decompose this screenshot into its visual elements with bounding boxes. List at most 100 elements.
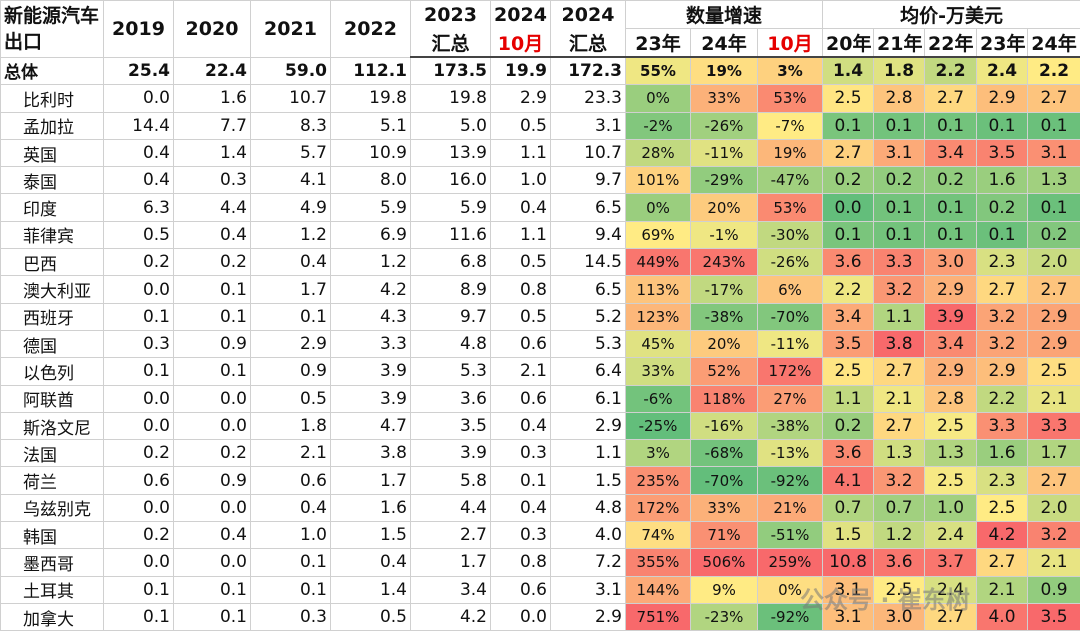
volume-cell: 0.4 [250,248,331,277]
growth-cell: 69% [625,220,691,250]
volume-cell: 4.0 [550,521,626,550]
price-cell: 3.1 [873,138,925,168]
growth-cell: 52% [690,357,758,386]
price-cell: 3.6 [822,248,874,277]
country-name: 以色列 [0,357,104,386]
volume-cell: 6.3 [103,193,174,222]
price-cell: 4.1 [822,466,874,495]
price-cell: 1.3 [873,439,925,468]
price-cell: 3.4 [924,329,977,359]
volume-cell: 0.2 [173,248,251,277]
price-cell: 1.2 [873,521,925,550]
header-row: 汇总 10月 汇总 23年 24年 10月 20年 21年 22年 23年 24年 [1,28,1080,58]
volume-cell: 1.4 [330,575,411,604]
growth-cell: 33% [690,493,758,523]
price-cell: 2.7 [976,275,1028,304]
country-name: 韩国 [0,521,104,550]
price-cell: 1.3 [924,439,977,468]
volume-cell: 14.5 [550,248,626,277]
volume-cell: 5.0 [410,111,491,140]
price-cell: 3.5 [976,138,1028,168]
price-cell: 2.9 [976,357,1028,386]
volume-cell: 0.1 [103,602,174,632]
table-row: 韩国 0.2 0.4 1.0 1.5 2.7 0.3 4.0 74% 71% -51% 1.5 1.2 2… [0,521,1080,550]
growth-cell: 0% [625,84,691,113]
price-cell: 2.1 [873,384,925,413]
growth-col: 23年 [625,28,691,58]
volume-cell: 3.6 [410,384,491,413]
volume-cell: 2.9 [550,411,626,441]
volume-cell: 0.4 [173,521,251,550]
volume-cell: 2.9 [250,329,331,359]
growth-cell: 3% [757,56,823,86]
price-cell: 2.5 [822,84,874,113]
country-name: 荷兰 [0,466,104,495]
volume-cell: 14.4 [103,111,174,140]
volume-cell: 0.8 [490,548,551,577]
volume-cell: 5.9 [410,193,491,222]
price-cell: 0.2 [873,166,925,195]
price-col: 21年 [873,28,925,58]
volume-cell: 0.5 [250,384,331,413]
volume-cell: 0.1 [250,575,331,604]
volume-cell: 2.9 [550,602,626,632]
volume-cell: 6.9 [330,220,411,250]
table-row: 英国 0.4 1.4 5.7 10.9 13.9 1.1 10.7 28% -11% 19% 2.7 3… [0,138,1080,168]
growth-cell: 0% [625,193,691,222]
price-cell: 0.9 [1026,575,1080,604]
price-cell: 3.2 [873,466,925,495]
price-cell: 0.1 [822,220,874,250]
volume-cell: 0.4 [103,166,174,195]
country-name: 斯洛文尼 [0,411,104,441]
price-cell: 0.1 [976,111,1028,140]
volume-cell: 0.1 [103,575,174,604]
country-name: 法国 [0,439,104,468]
volume-cell: 1.1 [490,220,551,250]
volume-cell: 1.6 [330,493,411,523]
price-cell: 3.4 [924,138,977,168]
volume-cell: 2.7 [410,521,491,550]
header-row: 新能源汽车出口 2019 2020 2021 2022 2023 2024 2024 数量增速均… [0,0,1080,58]
price-col: 20年 [822,28,874,58]
volume-cell: 1.6 [173,84,251,113]
price-cell: 2.7 [924,84,977,113]
growth-cell: 20% [690,329,758,359]
growth-cell: 751% [625,602,691,632]
volume-cell: 0.1 [173,602,251,632]
table-row: 荷兰 0.6 0.9 0.6 1.7 5.8 0.1 1.5 235% -70% -92% 4.1 3.… [0,466,1080,495]
price-cell: 3.2 [976,302,1028,331]
volume-cell: 0.0 [103,493,174,523]
price-cell: 2.3 [976,466,1028,495]
table-row: 加拿大 0.1 0.1 0.3 0.5 4.2 0.0 2.9 751% -23% -92% 3.1 3… [0,602,1080,632]
volume-cell: 0.1 [173,575,251,604]
growth-cell: 0% [757,575,823,604]
growth-cell: -47% [757,166,823,195]
price-col: 24年 [1026,28,1080,58]
table-row: 墨西哥 0.0 0.0 0.1 0.4 1.7 0.8 7.2 355% 506% 259% 10.8… [0,548,1080,577]
volume-cell: 0.5 [103,220,174,250]
volume-cell: 2.9 [490,84,551,113]
volume-cell: 0.0 [103,84,174,113]
growth-cell: -23% [690,602,758,632]
volume-cell: 0.0 [173,411,251,441]
growth-cell: 21% [757,493,823,523]
table-row: 总体 25.4 22.4 59.0 112.1 173.5 19.9 172.3 55% 19% 3… [0,56,1080,86]
table-row: 乌兹别克 0.0 0.0 0.4 1.6 4.4 0.4 4.8 172% 33% 21% 0.7 0.… [0,493,1080,523]
volume-cell: 0.0 [173,548,251,577]
volume-cell: 19.8 [330,84,411,113]
volume-cell: 172.3 [550,56,626,86]
price-cell: 2.1 [976,575,1028,604]
growth-cell: -70% [757,302,823,331]
price-cell: 2.2 [1026,56,1080,86]
volume-cell: 5.3 [410,357,491,386]
volume-cell: 1.0 [250,521,331,550]
volume-cell: 9.7 [410,302,491,331]
price-cell: 2.2 [822,275,874,304]
price-cell: 1.0 [924,493,977,523]
volume-cell: 0.9 [173,329,251,359]
growth-cell: 235% [625,466,691,495]
volume-cell: 23.3 [550,84,626,113]
country-name: 英国 [0,138,104,168]
price-cell: 2.3 [976,248,1028,277]
volume-cell: 10.9 [330,138,411,168]
